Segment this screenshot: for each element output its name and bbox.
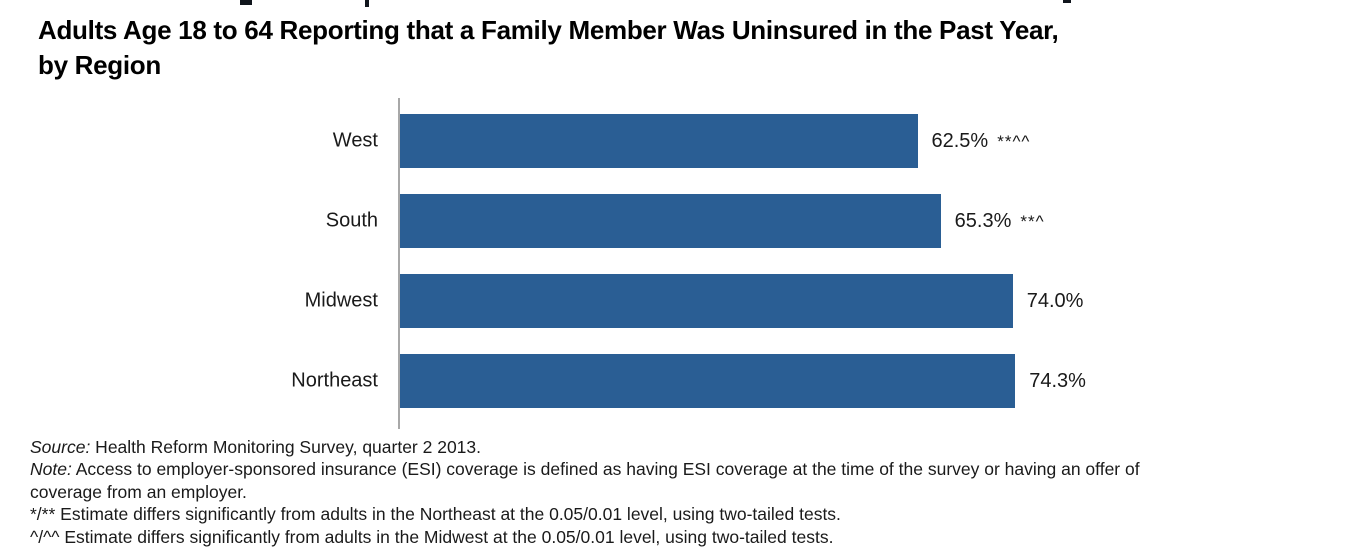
- category-label-south: South: [325, 209, 378, 232]
- value-text: 62.5%: [931, 129, 989, 152]
- value-text: 65.3%: [954, 209, 1012, 232]
- bar-group-northeast: 74.3%: [400, 354, 1095, 408]
- note-line-1: Note: Access to employer-sponsored insur…: [30, 458, 1350, 480]
- value-text: 74.0%: [1026, 289, 1084, 312]
- bar-midwest: [400, 274, 1013, 328]
- category-label-midwest: Midwest: [304, 289, 378, 312]
- value-label-northeast: 74.3%: [1029, 370, 1095, 393]
- cropped-text-fragment: [1063, 0, 1071, 3]
- bar-group-midwest: 74.0%: [400, 274, 1092, 328]
- source-line: Source: Health Reform Monitoring Survey,…: [30, 436, 1350, 458]
- source-text: Health Reform Monitoring Survey, quarter…: [90, 437, 482, 457]
- significance-marker: **^^: [997, 131, 1031, 151]
- bar-northeast: [400, 354, 1016, 408]
- significance-marker: **^: [1020, 211, 1045, 231]
- cropped-text-fragment: [365, 0, 369, 7]
- note-prefix: Note:: [30, 459, 72, 480]
- footnote-midwest: ^/^^ Estimate differs significantly from…: [30, 526, 834, 547]
- cropped-text-fragment: [240, 0, 252, 5]
- value-label-south: 65.3% **^: [955, 210, 1045, 233]
- chart-title-line-1: Adults Age 18 to 64 Reporting that a Fam…: [38, 15, 1059, 45]
- value-label-midwest: 74.0%: [1027, 290, 1093, 313]
- bar-row-west: West 62.5% **^^: [0, 114, 1356, 168]
- note-text: Access to employer-sponsored insurance (…: [71, 459, 1140, 480]
- value-text: 74.3%: [1029, 369, 1086, 392]
- bar-row-northeast: Northeast 74.3%: [0, 354, 1356, 408]
- source-prefix: Source:: [30, 437, 91, 457]
- category-label-northeast: Northeast: [291, 369, 378, 392]
- chart-title: Adults Age 18 to 64 Reporting that a Fam…: [38, 13, 1059, 83]
- value-label-west: 62.5% **^^: [932, 130, 1031, 153]
- note-line-2: coverage from an employer.: [30, 481, 247, 502]
- chart-notes: Source: Health Reform Monitoring Survey,…: [30, 436, 1350, 548]
- bar-south: [400, 194, 941, 248]
- footnote-northeast: */** Estimate differs significantly from…: [30, 504, 841, 525]
- bar-group-west: 62.5% **^^: [400, 114, 1030, 168]
- chart-title-line-2: by Region: [38, 50, 161, 80]
- bar-row-south: South 65.3% **^: [0, 194, 1356, 248]
- bar-west: [400, 114, 918, 168]
- category-label-west: West: [332, 129, 378, 152]
- bar-row-midwest: Midwest 74.0%: [0, 274, 1356, 328]
- bar-group-south: 65.3% **^: [400, 194, 1045, 248]
- y-axis-line: [398, 98, 400, 429]
